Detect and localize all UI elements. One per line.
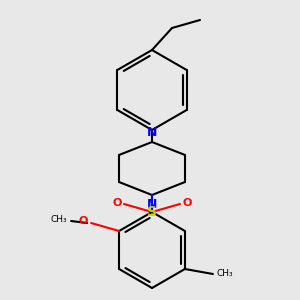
Text: N: N (147, 126, 157, 139)
Text: O: O (78, 216, 88, 226)
Text: O: O (112, 198, 122, 208)
Text: CH₃: CH₃ (217, 269, 233, 278)
Text: O: O (182, 198, 192, 208)
Text: N: N (147, 198, 157, 211)
Text: CH₃: CH₃ (50, 214, 67, 224)
Text: S: S (147, 205, 157, 219)
